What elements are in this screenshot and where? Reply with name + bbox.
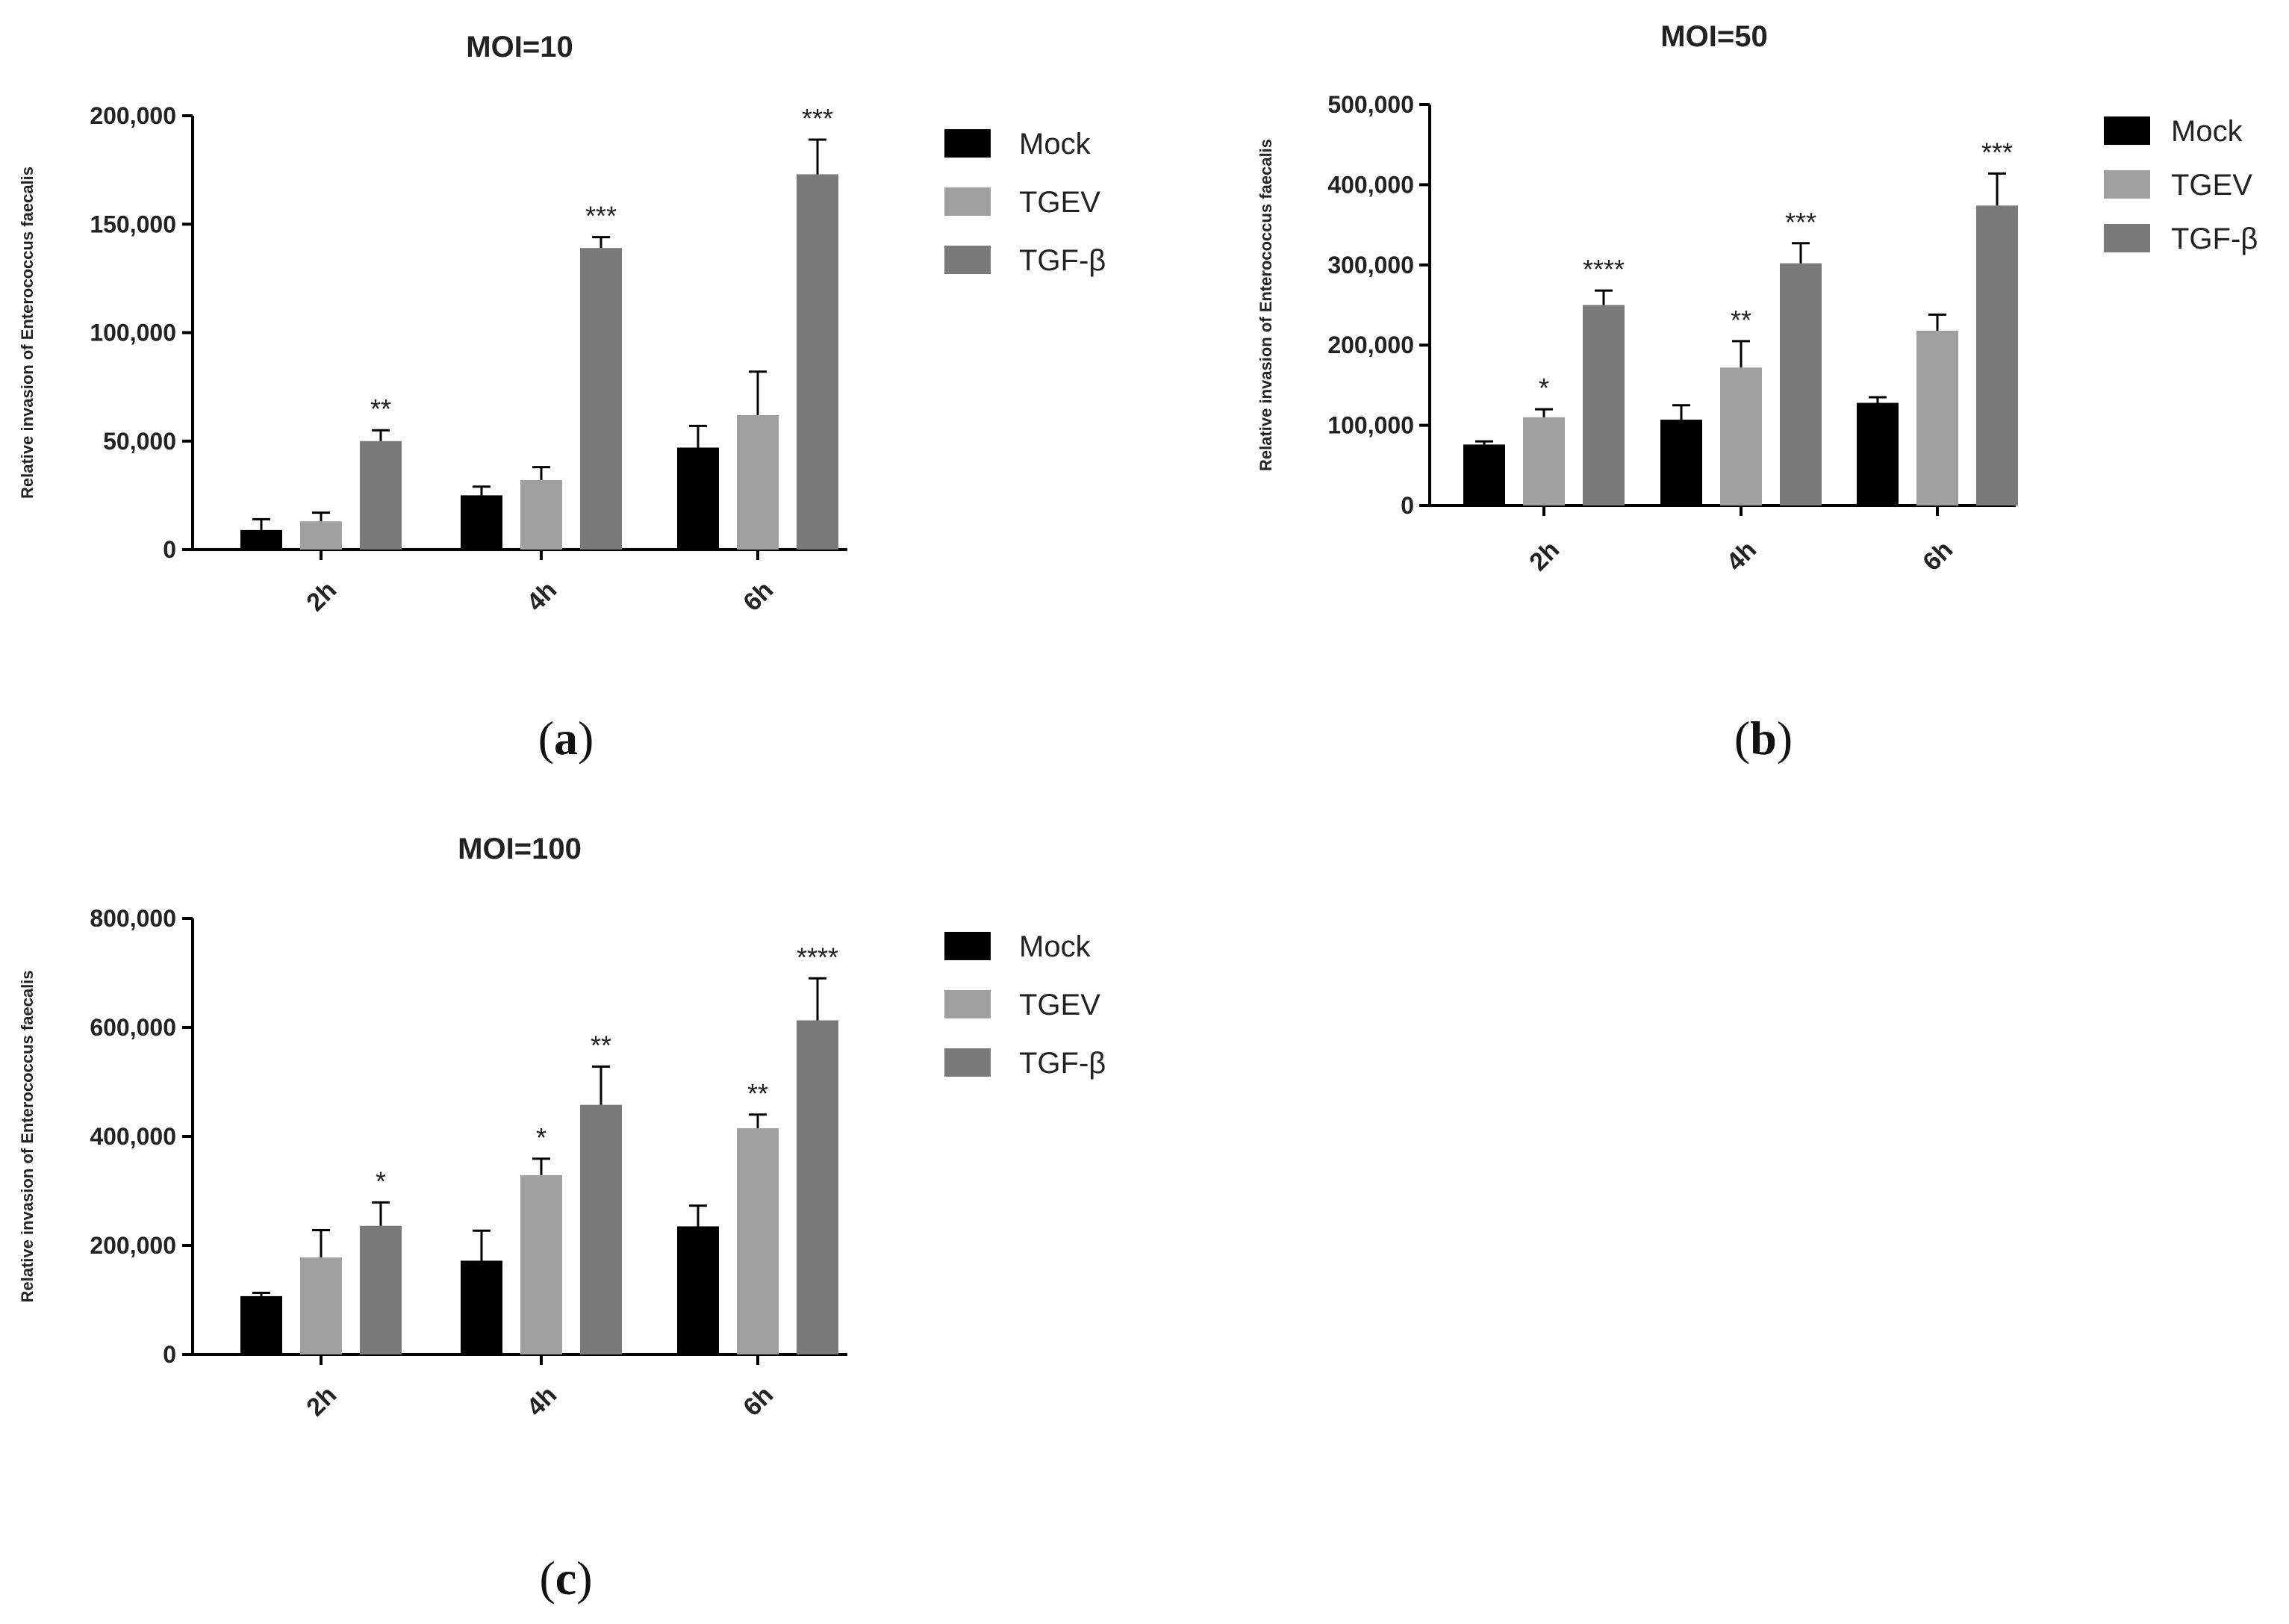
chart-title: MOI=100 <box>458 833 582 865</box>
chart-panel-c: MOI=100 Relative invasion of Enterococcus… <box>18 833 1106 1605</box>
legend-label: TGF-β <box>1019 1047 1106 1080</box>
chart-panel-a: MOI=10 Relative invasion of Enterococcus … <box>18 31 1106 765</box>
x-tick-label: 6h <box>738 1381 779 1422</box>
significance-marker: **** <box>797 942 838 972</box>
bar-Mock-2h <box>240 1295 282 1354</box>
bar-TGEV-4h <box>520 480 562 550</box>
y-tick-label: 0 <box>1401 492 1414 519</box>
bar-TGF-β-4h <box>580 248 622 550</box>
significance-marker: ** <box>747 1078 768 1109</box>
bar-TGF-β-2h <box>360 1225 402 1354</box>
y-tick-label: 300,000 <box>1327 252 1414 279</box>
bar-TGEV-2h <box>1523 417 1565 505</box>
y-tick-label: 150,000 <box>90 211 176 237</box>
y-tick-label: 0 <box>163 1341 176 1368</box>
y-tick-label: 200,000 <box>90 1232 176 1259</box>
panel-label: (a) <box>538 712 594 765</box>
bar-Mock-2h <box>240 529 282 550</box>
bar-Mock-6h <box>677 1226 719 1354</box>
legend-label: TGEV <box>1019 186 1100 219</box>
significance-marker: *** <box>585 201 617 231</box>
x-tick-label: 4h <box>521 1381 562 1422</box>
x-tick-label: 6h <box>1917 535 1958 576</box>
significance-marker: * <box>536 1122 546 1153</box>
y-axis-label: Relative invasion of Enterococcus faecal… <box>18 167 37 499</box>
significance-marker: *** <box>1981 137 2013 167</box>
y-tick-label: 400,000 <box>1327 171 1414 198</box>
legend-swatch-Mock <box>944 932 991 960</box>
x-tick-label: 2h <box>301 576 342 617</box>
legend-label: Mock <box>1019 128 1091 161</box>
significance-marker: *** <box>802 103 833 134</box>
legend-swatch-TGEV <box>944 990 991 1018</box>
bar-TGF-β-2h <box>360 441 402 550</box>
y-tick-label: 600,000 <box>90 1014 176 1041</box>
legend-swatch-TGF-β <box>944 1048 991 1077</box>
y-tick-label: 400,000 <box>90 1123 176 1150</box>
bar-TGF-β-6h <box>797 1020 838 1354</box>
bar-TGEV-6h <box>1916 330 1958 505</box>
bar-TGEV-6h <box>737 414 779 550</box>
y-tick-label: 200,000 <box>1327 332 1414 358</box>
significance-marker: ** <box>370 393 391 424</box>
y-tick-label: 800,000 <box>90 905 176 932</box>
significance-marker: * <box>376 1166 386 1196</box>
y-tick-label: 50,000 <box>103 428 176 455</box>
legend-swatch-TGF-β <box>944 246 991 274</box>
x-tick-label: 2h <box>1524 535 1565 576</box>
legend-label: TGEV <box>1019 989 1100 1021</box>
bar-Mock-4h <box>461 495 502 550</box>
bar-TGEV-4h <box>520 1175 562 1354</box>
bar-TGEV-4h <box>1720 367 1762 505</box>
bar-Mock-4h <box>461 1260 502 1354</box>
legend-label: TGF-β <box>2171 223 2258 255</box>
legend-label: TGEV <box>2171 169 2252 202</box>
y-axis-label: Relative invasion of Enterococcus faecal… <box>18 970 37 1302</box>
bar-TGF-β-4h <box>580 1104 622 1354</box>
significance-marker: **** <box>1583 254 1625 284</box>
bar-Mock-4h <box>1660 420 1702 505</box>
x-tick-label: 2h <box>301 1381 342 1422</box>
bar-TGF-β-6h <box>797 174 838 550</box>
legend-label: Mock <box>1019 930 1091 963</box>
legend-swatch-TGEV <box>2104 170 2150 199</box>
legend-label: TGF-β <box>1019 244 1106 277</box>
significance-marker: ** <box>591 1030 611 1061</box>
panel-label: (b) <box>1734 712 1793 765</box>
y-tick-label: 500,000 <box>1327 91 1414 118</box>
y-tick-label: 0 <box>163 536 176 563</box>
y-tick-label: 200,000 <box>90 102 176 129</box>
chart-title: MOI=50 <box>1660 20 1767 53</box>
legend-label: Mock <box>2171 115 2243 148</box>
bar-TGF-β-6h <box>1976 205 2018 505</box>
legend-swatch-Mock <box>944 129 991 158</box>
y-tick-label: 100,000 <box>1327 412 1414 439</box>
bar-TGEV-6h <box>737 1128 779 1354</box>
significance-marker: * <box>1539 373 1549 403</box>
significance-marker: ** <box>1731 305 1751 335</box>
bar-Mock-6h <box>1857 402 1899 505</box>
chart-panel-b: MOI=50 Relative invasion of Enterococcus … <box>1256 20 2258 765</box>
legend-swatch-Mock <box>2104 116 2150 145</box>
bar-TGEV-2h <box>300 1257 342 1354</box>
x-tick-label: 4h <box>521 576 562 617</box>
bar-TGEV-2h <box>300 521 342 550</box>
bar-TGF-β-2h <box>1583 305 1625 505</box>
significance-marker: *** <box>1785 207 1816 237</box>
chart-title: MOI=10 <box>466 31 573 63</box>
bar-Mock-6h <box>677 447 719 550</box>
bar-TGF-β-4h <box>1780 263 1822 505</box>
x-tick-label: 6h <box>738 576 779 617</box>
legend-swatch-TGEV <box>944 187 991 216</box>
bar-Mock-2h <box>1463 444 1505 505</box>
x-tick-label: 4h <box>1721 535 1762 576</box>
y-axis-label: Relative invasion of Enterococcus faecal… <box>1256 139 1275 471</box>
legend-swatch-TGF-β <box>2104 224 2150 252</box>
y-tick-label: 100,000 <box>90 320 176 346</box>
panel-label: (c) <box>539 1552 592 1605</box>
